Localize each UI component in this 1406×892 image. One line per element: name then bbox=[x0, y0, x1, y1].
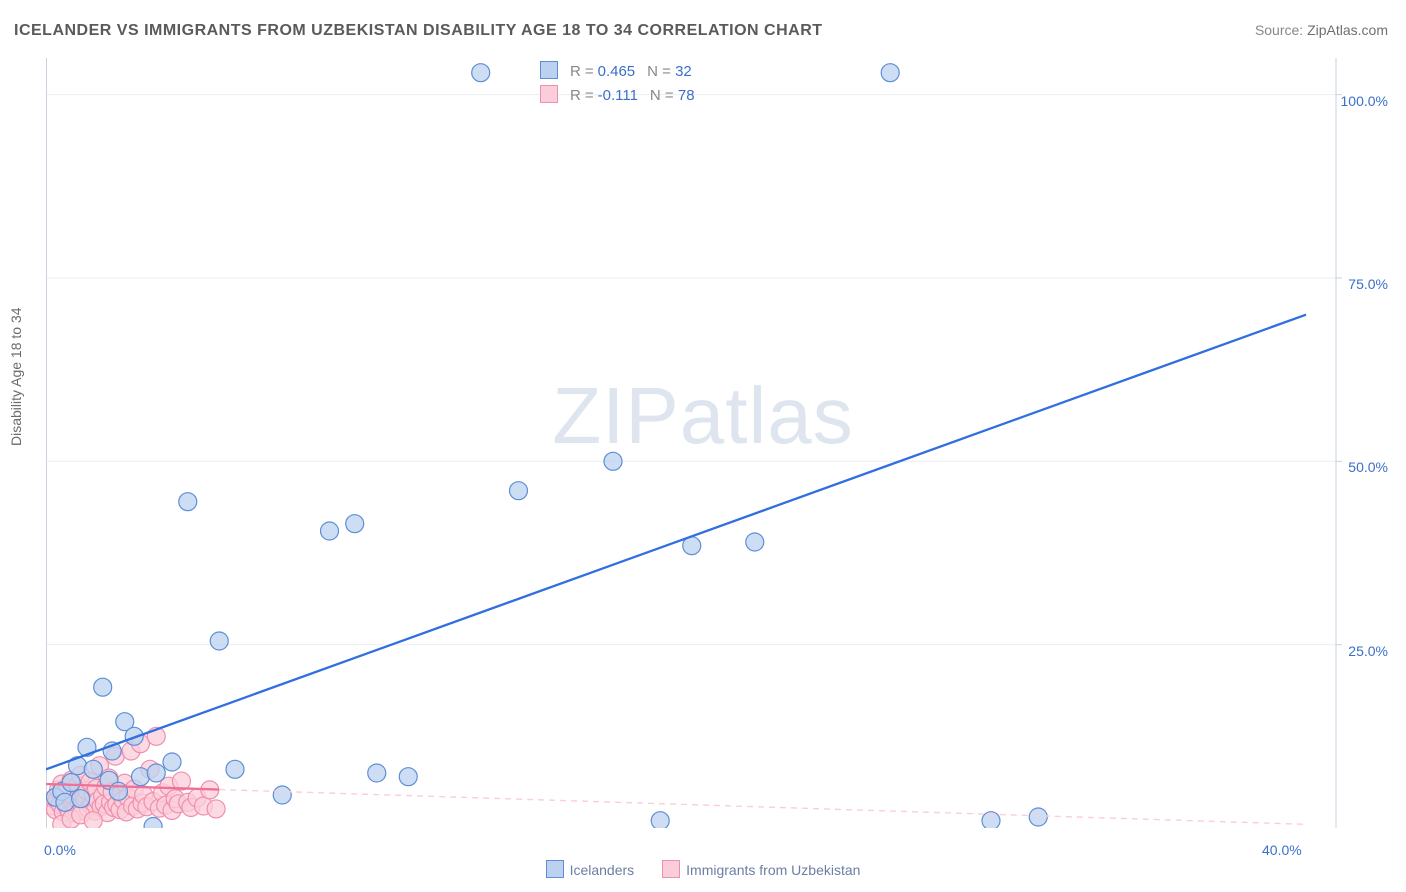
y-axis-title: Disability Age 18 to 34 bbox=[8, 307, 24, 446]
r-value: -0.111 bbox=[598, 87, 638, 104]
equals-sign: = bbox=[585, 87, 594, 104]
y-axis-tick-label: 50.0% bbox=[1348, 459, 1388, 475]
n-label: N = bbox=[647, 63, 671, 80]
chart-container: ICELANDER VS IMMIGRANTS FROM UZBEKISTAN … bbox=[0, 0, 1406, 892]
r-value: 0.465 bbox=[598, 63, 636, 80]
x-axis-tick-label: 0.0% bbox=[44, 842, 76, 858]
chart-svg bbox=[46, 58, 1346, 828]
stats-row: R=-0.111 N = 78 bbox=[540, 84, 695, 108]
source-attribution: Source: ZipAtlas.com bbox=[1255, 22, 1388, 38]
stats-row: R=0.465 N = 32 bbox=[540, 60, 695, 84]
n-value: 78 bbox=[678, 87, 695, 104]
legend-item: Icelanders bbox=[546, 860, 635, 878]
legend-swatch bbox=[546, 860, 564, 878]
n-label: N = bbox=[650, 87, 674, 104]
equals-sign: = bbox=[585, 63, 594, 80]
correlation-stats-legend: R=0.465 N = 32 R=-0.111 N = 78 bbox=[540, 60, 695, 108]
chart-plot-area bbox=[46, 58, 1346, 828]
r-label: R bbox=[570, 63, 581, 80]
legend-label: Immigrants from Uzbekistan bbox=[686, 862, 860, 878]
source-label: Source: bbox=[1255, 22, 1303, 38]
legend-swatch bbox=[540, 61, 558, 79]
series-legend: Icelanders Immigrants from Uzbekistan bbox=[0, 860, 1406, 878]
chart-title: ICELANDER VS IMMIGRANTS FROM UZBEKISTAN … bbox=[14, 22, 823, 40]
legend-label: Icelanders bbox=[570, 862, 635, 878]
x-axis-tick-label: 40.0% bbox=[1262, 842, 1302, 858]
y-axis-tick-label: 75.0% bbox=[1348, 276, 1388, 292]
y-axis-tick-label: 25.0% bbox=[1348, 643, 1388, 659]
source-value: ZipAtlas.com bbox=[1307, 22, 1388, 38]
r-label: R bbox=[570, 87, 581, 104]
n-value: 32 bbox=[675, 63, 692, 80]
legend-swatch bbox=[662, 860, 680, 878]
legend-item: Immigrants from Uzbekistan bbox=[662, 860, 860, 878]
y-axis-tick-label: 100.0% bbox=[1341, 93, 1388, 109]
legend-swatch bbox=[540, 85, 558, 103]
